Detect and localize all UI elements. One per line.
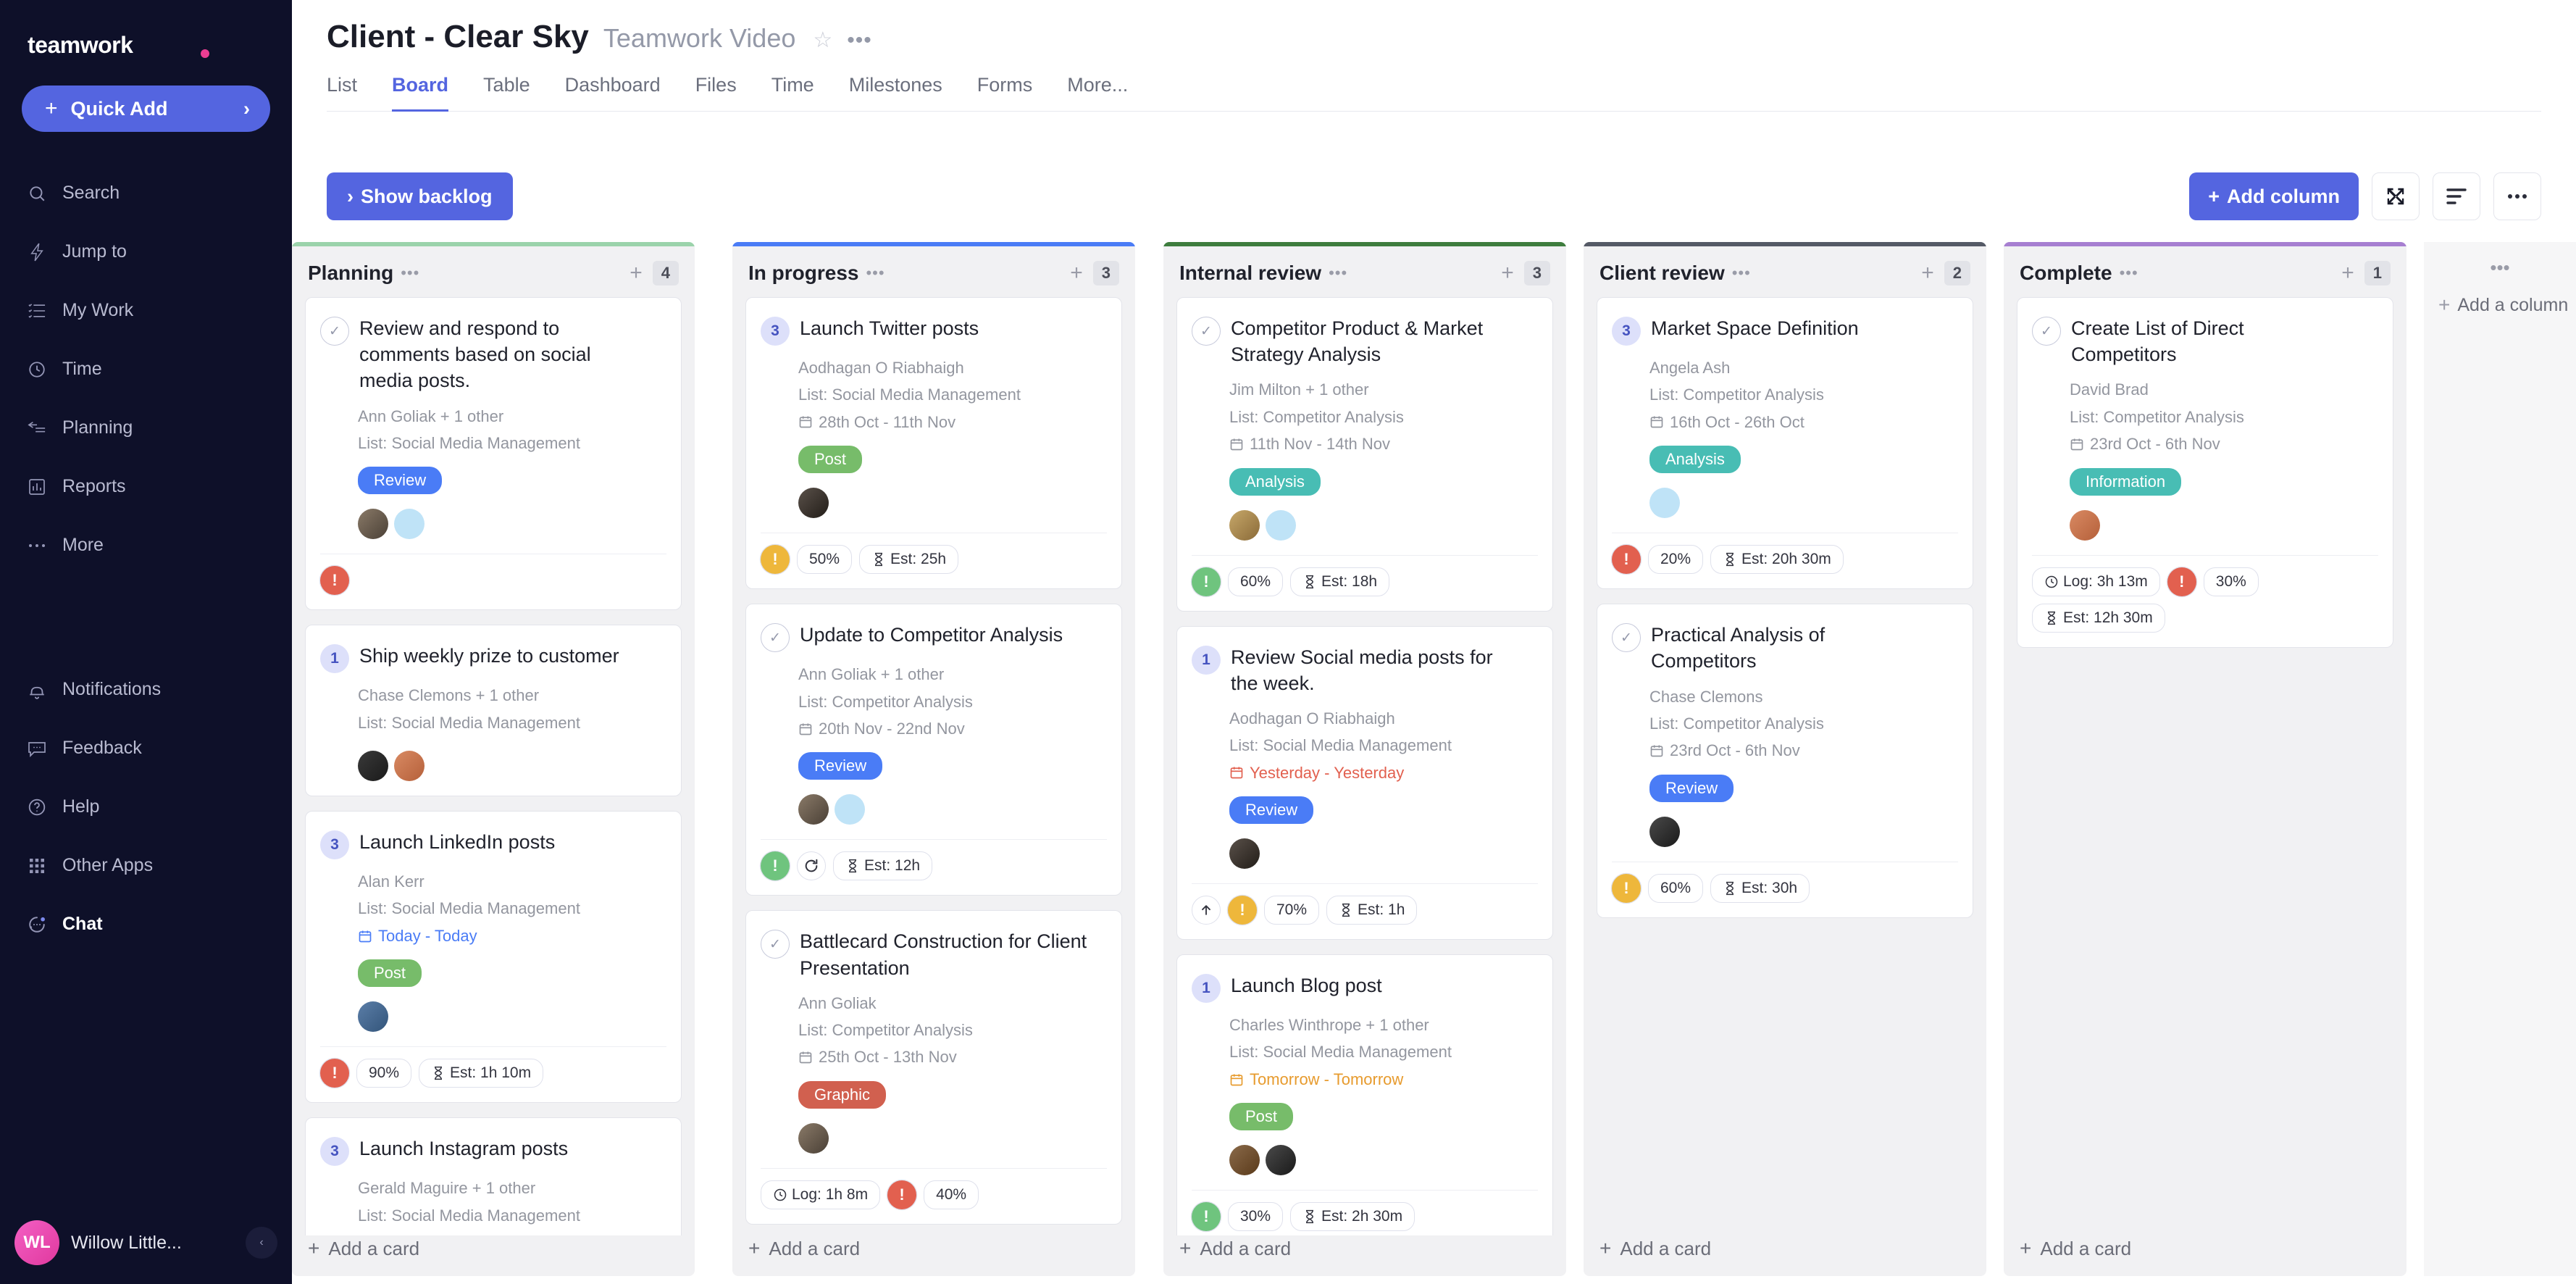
svg-text:teamwork: teamwork (28, 32, 133, 58)
